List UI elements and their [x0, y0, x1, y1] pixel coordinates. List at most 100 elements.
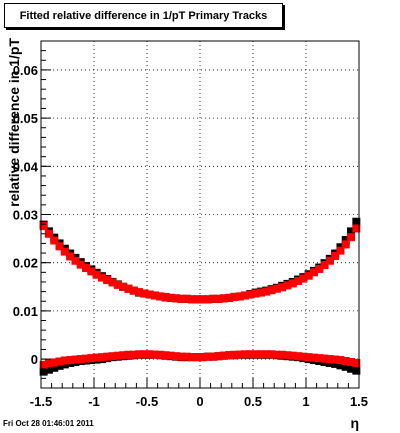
series-3-marker [182, 352, 191, 361]
series-3-marker [50, 358, 59, 367]
series-0-marker [341, 236, 350, 245]
series-3-marker [325, 355, 334, 364]
series-1-marker [135, 288, 144, 297]
series-1-marker [352, 224, 361, 233]
series-3-marker [278, 350, 287, 359]
series-2-marker [55, 361, 64, 370]
series-2-marker [341, 362, 350, 371]
x-tick-label: 1.5 [350, 394, 368, 409]
series-1-marker [92, 270, 101, 279]
series-1-marker [193, 295, 202, 304]
series-1-marker [341, 240, 350, 249]
series-1-marker [325, 256, 334, 265]
series-1-marker [60, 247, 69, 256]
series-1-marker [241, 291, 250, 300]
series-3-marker [124, 350, 133, 359]
series-3-marker [347, 357, 356, 366]
series-3-marker [225, 351, 234, 360]
series-3-marker [156, 350, 165, 359]
series-3-marker [39, 360, 48, 369]
series-3-marker [283, 351, 292, 360]
series-3-marker [209, 352, 218, 361]
axis-ticks [40, 40, 360, 389]
series-1-marker [214, 294, 223, 303]
series-3-marker [188, 353, 197, 362]
series-3-marker [76, 355, 85, 364]
series-3-marker [309, 353, 318, 362]
series-3-marker [315, 354, 324, 363]
series-1-marker [278, 283, 287, 292]
series-3-marker [166, 351, 175, 360]
x-tick-label: -0.5 [136, 394, 158, 409]
series-0-marker [347, 227, 356, 236]
series-3-marker [198, 353, 207, 362]
series-1-marker [320, 261, 329, 270]
series-3-marker [304, 353, 313, 362]
series-3-marker [87, 354, 96, 363]
y-tick-label: 0 [31, 352, 38, 367]
series-3-marker [241, 350, 250, 359]
series-1-marker [336, 246, 345, 255]
series-1-marker [177, 294, 186, 303]
y-tick-labels: 0 0.01 0.02 0.03 0.04 0.05 0.06 [13, 63, 39, 367]
series-1-marker [50, 236, 59, 245]
y-tick-label: 0.05 [13, 111, 38, 126]
y-tick-label: 0.04 [13, 159, 39, 174]
y-tick-label: 0.03 [13, 208, 38, 223]
series-3-marker [97, 353, 106, 362]
series-1-marker [256, 288, 265, 297]
series-3-marker [294, 352, 303, 361]
series-1-marker [246, 290, 255, 299]
series-1-marker [283, 281, 292, 290]
series-1-marker [315, 264, 324, 273]
series-3-marker [214, 352, 223, 361]
x-tick-label: 0.5 [244, 394, 262, 409]
series-3-marker [119, 351, 128, 360]
series-3-marker [145, 350, 154, 359]
series-2-marker [331, 359, 340, 368]
series-3-marker [320, 354, 329, 363]
series-1-marker [309, 268, 318, 277]
x-axis-label: η [350, 415, 359, 431]
y-tick-label: 0.06 [13, 63, 38, 78]
series-3-marker [336, 356, 345, 365]
series-2-marker [336, 361, 345, 370]
y-axis-label: relative difference in 1/pT [6, 38, 22, 207]
series-1-marker [97, 273, 106, 282]
series-1-marker [288, 279, 297, 288]
series-1-marker [209, 294, 218, 303]
series-2-marker [352, 366, 361, 375]
series-3-marker [135, 350, 144, 359]
series-2-marker [39, 367, 48, 376]
series-1-marker [304, 271, 313, 280]
series-1-marker [129, 286, 138, 295]
x-tick-label: -1 [88, 394, 100, 409]
series-1-marker [230, 292, 239, 301]
series-3-marker [193, 353, 202, 362]
chart-title: Fitted relative difference in 1/pT Prima… [19, 10, 268, 22]
data-markers [39, 217, 361, 376]
x-tick-label: 1 [302, 394, 309, 409]
series-3-marker [272, 350, 281, 359]
series-1-marker [87, 267, 96, 276]
series-1-marker [145, 290, 154, 299]
series-1-marker [39, 222, 48, 231]
series-1-marker [225, 293, 234, 302]
series-3-marker [60, 356, 69, 365]
series-3-marker [341, 357, 350, 366]
series-1-marker [219, 294, 228, 303]
series-2-marker [50, 363, 59, 372]
series-3-marker [92, 353, 101, 362]
series-1-marker [140, 289, 149, 298]
chart-title-box: Fitted relative difference in 1/pT Prima… [4, 3, 283, 28]
series-3-marker [177, 352, 186, 361]
series-1-marker [299, 274, 308, 283]
series-1-marker [113, 280, 122, 289]
series-1-marker [262, 287, 271, 296]
series-1-marker [182, 294, 191, 303]
series-3-marker [140, 350, 149, 359]
series-3-marker [256, 350, 265, 359]
series-1-marker [272, 284, 281, 293]
series-1-marker [188, 295, 197, 304]
grid-lines [40, 41, 360, 388]
